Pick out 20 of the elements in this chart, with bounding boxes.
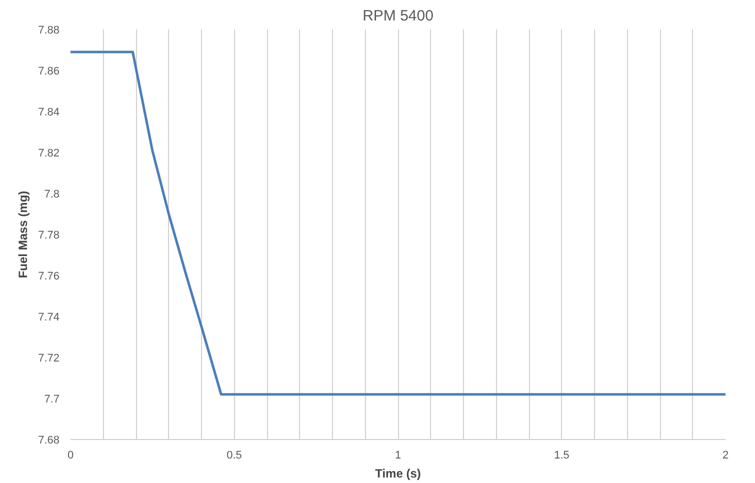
x-tick-label: 0.5 — [226, 450, 242, 462]
y-tick-label: 7.78 — [38, 230, 60, 242]
y-tick-label: 7.74 — [38, 312, 60, 324]
y-tick-label: 7.82 — [38, 148, 60, 160]
x-tick-label: 1.5 — [554, 450, 570, 462]
x-axis-title: Time (s) — [375, 466, 421, 480]
y-tick-label: 7.76 — [38, 270, 60, 282]
x-tick-label: 0 — [67, 450, 74, 462]
x-tick-label: 1 — [394, 450, 402, 462]
y-tick-label: 7.88 — [38, 24, 60, 36]
y-tick-label: 7.7 — [44, 394, 60, 406]
x-tick-label: 2 — [722, 450, 729, 462]
y-tick-label: 7.8 — [44, 188, 60, 200]
chart-title: RPM 5400 — [362, 8, 434, 24]
y-tick-label: 7.84 — [38, 106, 60, 118]
y-axis-title: Fuel Mass (mg) — [16, 190, 30, 278]
line-series — [70, 50, 726, 396]
y-tick-label: 7.86 — [38, 66, 60, 78]
y-tick-label: 7.72 — [38, 352, 60, 364]
y-tick-label: 7.68 — [38, 434, 60, 446]
